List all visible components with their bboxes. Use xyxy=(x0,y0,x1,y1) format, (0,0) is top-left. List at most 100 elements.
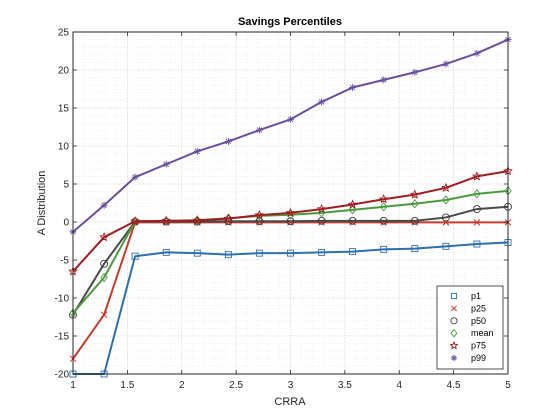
marker-square xyxy=(380,245,388,253)
x-tick-label: 4 xyxy=(396,380,402,391)
data-point-p50 xyxy=(441,213,450,222)
data-point-p25 xyxy=(473,219,481,226)
marker-diamond xyxy=(100,272,108,283)
legend-marker-mean xyxy=(450,328,458,338)
marker-asterisk xyxy=(349,83,357,91)
data-point-p1 xyxy=(224,251,232,259)
x-tick-label: 5 xyxy=(505,380,511,391)
legend-marker-p50 xyxy=(450,317,458,325)
data-point-p75 xyxy=(378,194,389,204)
data-point-p99 xyxy=(411,68,419,76)
data-point-p75 xyxy=(130,216,141,226)
marker-asterisk xyxy=(287,115,294,123)
marker-star xyxy=(130,216,141,226)
marker-x xyxy=(473,219,481,226)
data-point-mean xyxy=(348,205,357,215)
series-p1 xyxy=(69,239,512,378)
marker-asterisk xyxy=(473,49,481,57)
legend-label-p50: p50 xyxy=(471,316,486,326)
legend-label-p99: p99 xyxy=(471,353,486,363)
data-point-p1 xyxy=(255,249,263,257)
data-point-p25 xyxy=(100,311,108,319)
marker-square xyxy=(287,249,294,257)
marker-square xyxy=(224,251,232,259)
x-tick-label: 1 xyxy=(70,380,76,391)
marker-circle xyxy=(410,216,419,225)
data-point-mean xyxy=(473,189,481,199)
x-tick-label: 3.5 xyxy=(338,380,352,391)
marker-asterisk xyxy=(318,98,326,106)
marker-asterisk xyxy=(255,126,263,134)
marker-square xyxy=(349,248,357,256)
marker-star xyxy=(192,215,203,225)
marker-circle xyxy=(348,216,357,225)
marker-x xyxy=(451,305,457,312)
series-line-p1 xyxy=(73,241,509,375)
marker-diamond xyxy=(379,202,388,212)
data-point-p99 xyxy=(442,60,450,68)
data-point-p50 xyxy=(472,205,481,214)
marker-circle xyxy=(286,217,295,226)
y-tick-label: 15 xyxy=(58,104,70,115)
marker-star xyxy=(378,194,389,204)
x-tick-label: 2 xyxy=(179,380,185,391)
marker-square xyxy=(255,249,263,257)
data-point-p75 xyxy=(316,203,327,214)
marker-square xyxy=(411,245,419,253)
series-p75 xyxy=(68,165,513,276)
marker-diamond xyxy=(411,199,419,209)
data-point-p75 xyxy=(471,171,482,181)
marker-circle xyxy=(255,217,264,226)
data-point-p50 xyxy=(348,216,357,225)
marker-diamond xyxy=(473,189,481,199)
data-point-p1 xyxy=(349,248,357,256)
data-point-mean xyxy=(411,199,419,209)
legend-box xyxy=(436,285,504,370)
data-point-p50 xyxy=(410,216,419,225)
x-axis-label: CRRA xyxy=(274,396,306,408)
data-point-p75 xyxy=(161,215,172,226)
data-point-p75 xyxy=(347,199,358,209)
data-point-p50 xyxy=(100,259,109,268)
marker-star xyxy=(449,340,459,350)
legend-marker-p1 xyxy=(450,292,458,300)
data-point-p1 xyxy=(442,242,450,250)
marker-square xyxy=(318,248,326,256)
data-point-p1 xyxy=(193,249,201,257)
data-point-p1 xyxy=(162,248,170,256)
data-point-p50 xyxy=(286,217,295,226)
marker-circle xyxy=(100,259,109,268)
marker-asterisk xyxy=(450,354,458,362)
marker-star xyxy=(254,209,265,220)
marker-x xyxy=(100,311,108,319)
marker-asterisk xyxy=(380,76,388,84)
marker-square xyxy=(473,240,481,248)
marker-square xyxy=(131,252,139,260)
data-point-p99 xyxy=(380,76,388,84)
marker-asterisk xyxy=(411,68,419,76)
y-axis-label: A Distribution xyxy=(36,171,48,236)
marker-star xyxy=(223,213,234,223)
marker-circle xyxy=(441,213,450,222)
marker-star xyxy=(161,215,172,226)
tick-layer: 1 1.5 2 2.5 3 3.5 4 4.5 5 -20 -15 -10 -5 0 5 10 15 20 25 xyxy=(55,28,512,392)
data-point-p50 xyxy=(379,216,388,225)
marker-star xyxy=(347,199,358,209)
y-tick-label: -5 xyxy=(60,256,69,267)
data-point-p99 xyxy=(473,49,481,57)
legend-marker-p25 xyxy=(451,305,457,312)
data-point-p99 xyxy=(318,98,326,106)
data-point-p99 xyxy=(193,147,201,155)
marker-circle xyxy=(472,205,481,214)
marker-square xyxy=(193,249,201,257)
marker-diamond xyxy=(442,195,450,205)
y-tick-label: 5 xyxy=(63,180,69,191)
legend-label-p1: p1 xyxy=(471,291,481,301)
data-point-mean xyxy=(442,195,450,205)
legend-marker-p99 xyxy=(450,354,458,362)
data-point-p1 xyxy=(318,248,326,256)
marker-asterisk xyxy=(100,201,108,209)
data-point-p75 xyxy=(223,213,234,223)
data-point-p99 xyxy=(100,201,108,209)
